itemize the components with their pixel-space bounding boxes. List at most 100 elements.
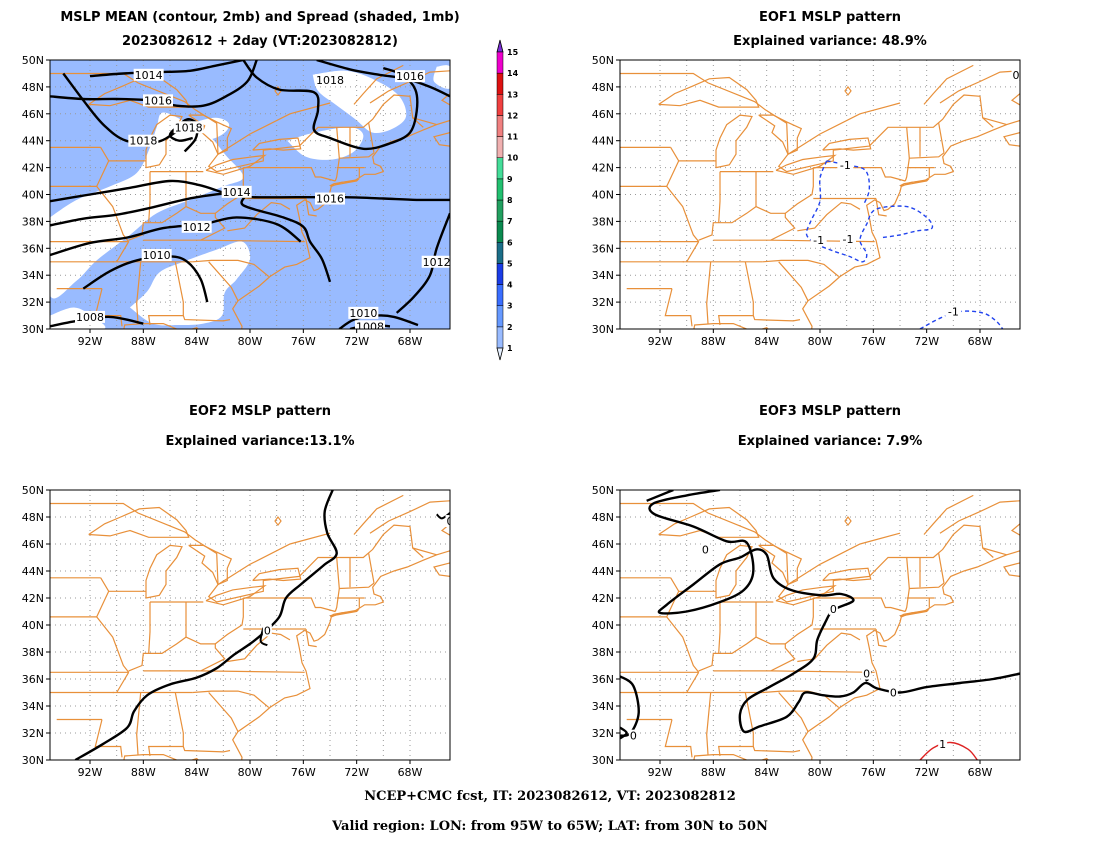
- y-tick-label: 34N: [22, 269, 44, 282]
- y-tick-label: 44N: [22, 135, 44, 148]
- contour-label-bg: [445, 515, 450, 528]
- island-marker: [844, 85, 852, 96]
- mslp-contour: [242, 60, 419, 151]
- geo-line: [88, 506, 190, 538]
- y-tick-label: 44N: [592, 135, 614, 148]
- geo-line: [182, 746, 231, 753]
- y-tick-label: 34N: [592, 269, 614, 282]
- y-tick-label: 38N: [592, 646, 614, 659]
- geo-line: [192, 690, 270, 708]
- contour-label-bg: [828, 602, 838, 615]
- x-tick-label: 76W: [861, 766, 886, 779]
- y-tick-label: 50N: [592, 484, 614, 497]
- geo-line: [666, 616, 700, 673]
- geo-line: [797, 201, 861, 232]
- x-tick-label: 68W: [968, 335, 993, 348]
- geo-line: [305, 198, 317, 217]
- colorbar-cell: [496, 136, 504, 158]
- grid-lines: [620, 60, 1020, 329]
- x-tick-label: 76W: [291, 766, 316, 779]
- geo-line: [706, 261, 712, 324]
- geo-line: [775, 154, 837, 175]
- eof3-zero-contour: [620, 675, 640, 737]
- geo-line: [666, 186, 700, 242]
- geo-line: [664, 719, 693, 758]
- geo-line: [200, 670, 305, 673]
- panel2-title: EOF1 MSLP pattern: [758, 10, 901, 25]
- eof3-positive-contour: [919, 741, 978, 760]
- x-tick-label: 76W: [861, 335, 886, 348]
- contour-label-bg: [700, 543, 710, 556]
- geo-line: [208, 692, 239, 732]
- colorbar-cell: [496, 199, 504, 222]
- mslp-contour: [50, 60, 258, 108]
- colorbar-cell: [496, 115, 504, 137]
- contour-label-bg: [938, 737, 948, 750]
- y-tick-label: 48N: [592, 511, 614, 524]
- contour-label: 0: [863, 668, 870, 681]
- geo-line: [758, 114, 803, 155]
- x-tick-label: 80W: [238, 766, 263, 779]
- geo-line: [227, 201, 291, 232]
- y-tick-label: 36N: [22, 242, 44, 255]
- colorbar-cell: [496, 157, 504, 180]
- y-tick-label: 38N: [22, 646, 44, 659]
- geo-line: [718, 602, 721, 654]
- y-tick-label: 48N: [592, 81, 614, 94]
- contour-label: 1014: [135, 69, 163, 82]
- geo-line: [778, 261, 809, 302]
- geo-line: [94, 719, 123, 758]
- contour-label: 1014: [223, 186, 251, 199]
- geo-line: [1010, 523, 1020, 536]
- contour-label-bg: [181, 220, 212, 233]
- colorbar-cell: [496, 284, 504, 306]
- contour-label: -1: [948, 306, 959, 319]
- panel1-title: MSLP MEAN (contour, 2mb) and Spread (sha…: [60, 10, 460, 25]
- eof3-zero-contour: [620, 726, 628, 740]
- geo-line: [758, 544, 803, 586]
- geo-line: [339, 582, 375, 590]
- contour-label: 1018: [316, 74, 344, 87]
- geo-line: [305, 628, 317, 648]
- geo-line: [353, 494, 404, 535]
- island-marker: [844, 516, 852, 527]
- grid-lines: [620, 490, 1020, 760]
- geo-line: [698, 206, 757, 241]
- geo-line: [813, 167, 906, 182]
- y-tick-label: 50N: [592, 54, 614, 67]
- contour-label: -1: [840, 159, 851, 172]
- map-panel-1: 1014 1016 1018 1018 1018 1016 1014 1016 1012 1010…: [22, 54, 451, 348]
- contour-label: 0: [264, 624, 271, 637]
- geo-line: [136, 261, 142, 324]
- geo-line: [116, 241, 130, 263]
- y-tick-label: 42N: [22, 162, 44, 175]
- coastlines-and-borders: [620, 494, 1020, 760]
- y-tick-label: 30N: [22, 754, 44, 767]
- contour-label-bg: [1011, 68, 1020, 81]
- y-tick-label: 42N: [592, 162, 614, 175]
- y-tick-label: 40N: [592, 619, 614, 632]
- contour-label: 1008: [356, 320, 384, 333]
- geo-line: [96, 591, 110, 618]
- geo-line: [334, 557, 340, 612]
- contour-label: -1: [843, 233, 854, 246]
- geo-line: [339, 152, 375, 159]
- contour-label-bg: [143, 94, 173, 107]
- y-tick-label: 44N: [22, 565, 44, 578]
- x-tick-label: 92W: [648, 335, 673, 348]
- geo-line: [787, 102, 901, 155]
- geo-line: [100, 577, 146, 592]
- geo-line: [217, 532, 331, 586]
- x-tick-label: 88W: [701, 766, 726, 779]
- colorbar-cell: [496, 178, 504, 201]
- contour-label-bg: [315, 192, 345, 205]
- contour-label: 0: [447, 515, 454, 528]
- geo-line: [909, 152, 945, 159]
- geo-line: [875, 198, 887, 217]
- geo-line: [1010, 93, 1020, 106]
- spread-low-region: [50, 112, 244, 299]
- colorbar-label: 6: [507, 238, 513, 247]
- colorbar-label: 11: [507, 133, 519, 142]
